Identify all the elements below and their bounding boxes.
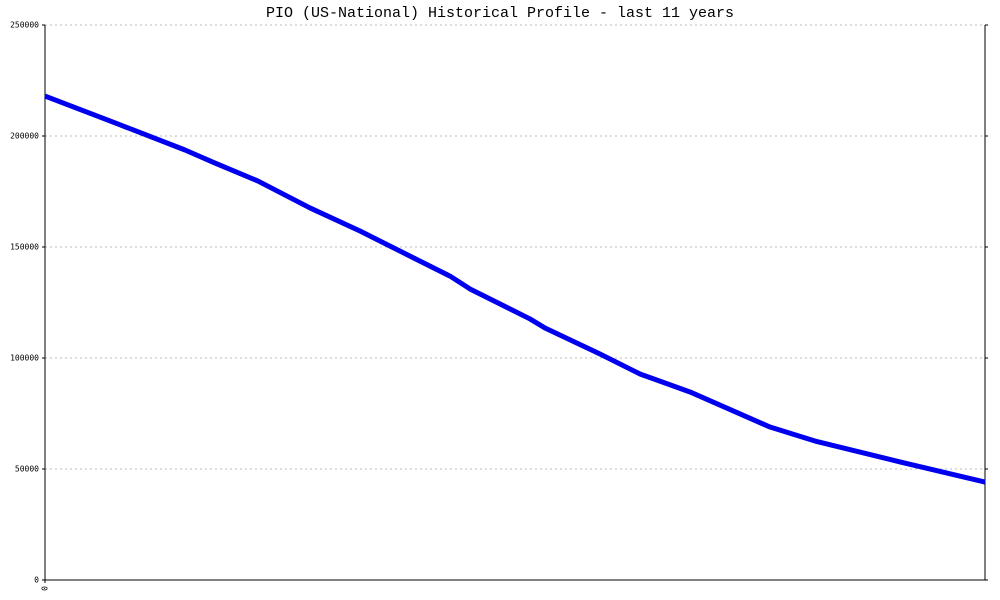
y-tick-label: 0: [34, 576, 39, 585]
y-tick-label: 100000: [10, 354, 39, 363]
y-tick-label: 150000: [10, 243, 39, 252]
y-tick-label: 200000: [10, 132, 39, 141]
y-tick-label: 250000: [10, 21, 39, 30]
x-tick-label: 0: [41, 586, 50, 591]
chart-title: PIO (US-National) Historical Profile - l…: [266, 5, 734, 22]
data-line: [44, 93, 986, 485]
y-tick-label: 50000: [15, 465, 39, 474]
